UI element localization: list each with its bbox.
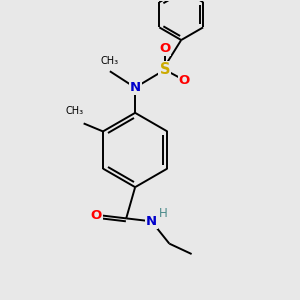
Text: CH₃: CH₃	[100, 56, 118, 66]
Text: N: N	[130, 81, 141, 94]
Text: O: O	[91, 209, 102, 222]
Text: CH₃: CH₃	[66, 106, 84, 116]
Text: H: H	[158, 206, 167, 220]
Text: O: O	[159, 42, 170, 56]
Text: S: S	[160, 62, 170, 77]
Text: N: N	[146, 215, 157, 228]
Text: O: O	[178, 74, 190, 87]
